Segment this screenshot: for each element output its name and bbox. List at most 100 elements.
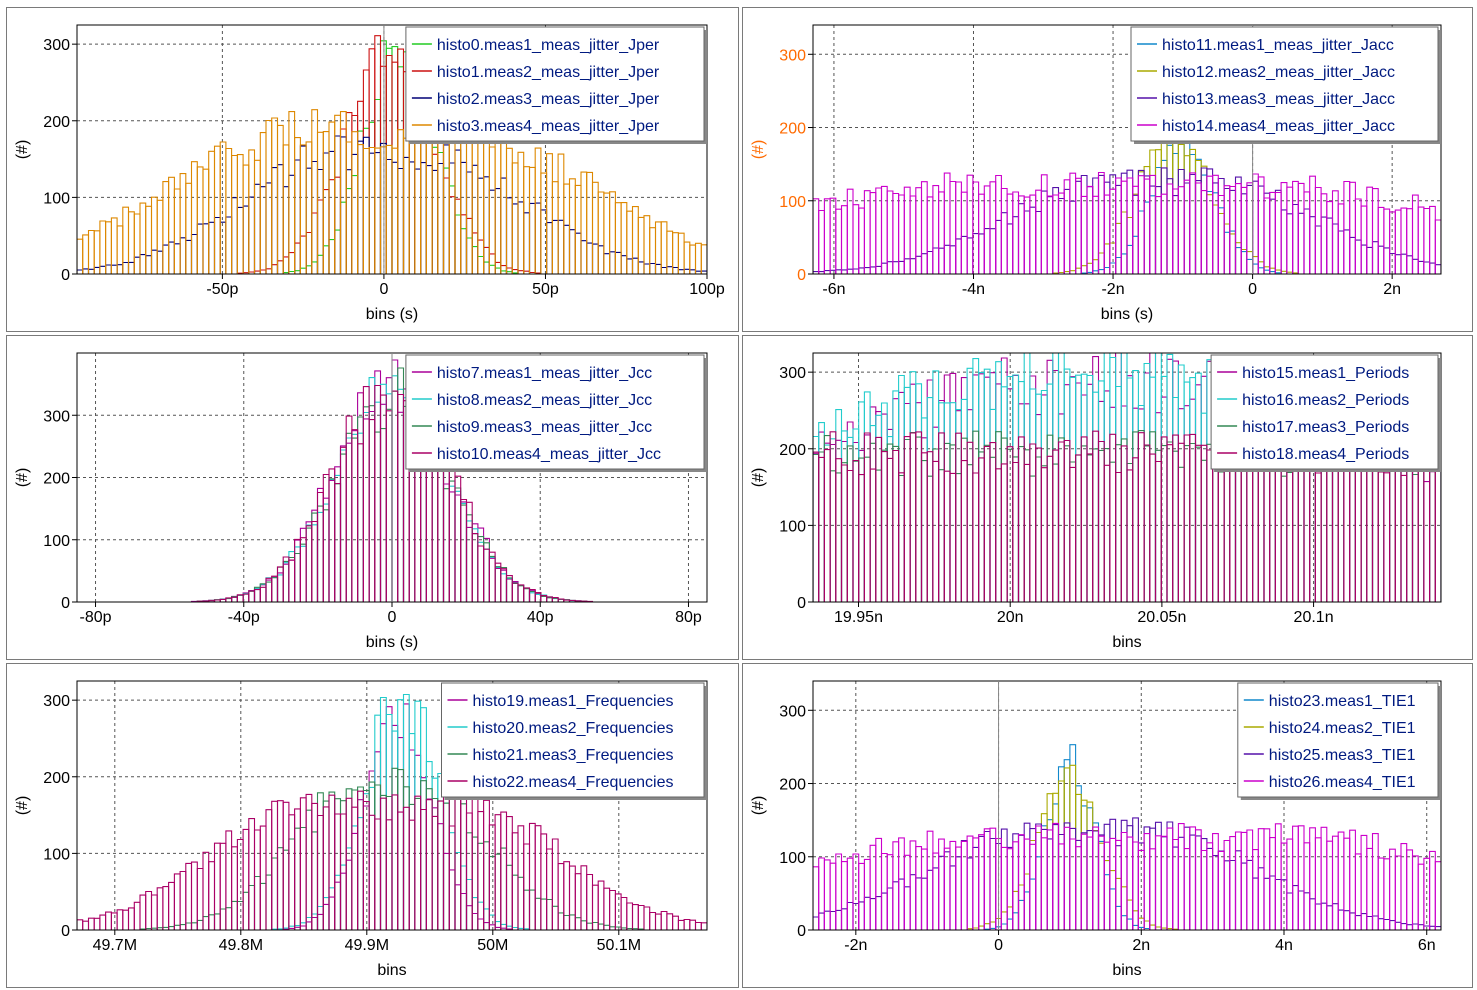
- histogram-bar: [1417, 206, 1425, 274]
- histogram-bar: [903, 854, 911, 930]
- histogram-bar: [248, 149, 256, 274]
- histogram-bar: [909, 840, 917, 930]
- histogram-bar: [471, 912, 479, 930]
- histogram-bar: [351, 825, 359, 930]
- histogram-bar: [265, 182, 273, 274]
- histogram-bar: [829, 443, 837, 602]
- histogram-bar: [208, 150, 216, 274]
- histogram-bar: [328, 479, 336, 602]
- histogram-bar: [1126, 462, 1134, 602]
- histogram-bar: [1120, 211, 1128, 274]
- histogram-bar: [259, 583, 267, 602]
- histogram-bar: [949, 472, 957, 602]
- histogram-bar: [1132, 407, 1139, 602]
- legend-box: [1237, 682, 1439, 798]
- histogram-bar: [955, 238, 962, 274]
- histogram-bar: [1194, 446, 1202, 602]
- histogram-bar: [637, 261, 645, 274]
- histogram-bar: [983, 445, 991, 602]
- histogram-bar: [1149, 376, 1157, 602]
- histogram-bar: [1132, 841, 1139, 930]
- histogram-bar: [1149, 174, 1157, 274]
- histogram-bar: [1354, 198, 1362, 274]
- histogram-bar: [368, 121, 376, 274]
- histogram-bar: [1269, 198, 1276, 274]
- histogram-bar: [414, 797, 422, 930]
- histogram-bar: [357, 100, 364, 274]
- histogram-bar: [110, 264, 118, 274]
- histogram-bar: [316, 491, 324, 602]
- histogram-bar: [397, 699, 405, 930]
- histogram-bar: [1126, 244, 1134, 274]
- histogram-bar: [829, 438, 837, 602]
- histogram-bar: [1097, 842, 1105, 930]
- histogram-bar: [1194, 829, 1202, 930]
- histogram-bar: [259, 132, 267, 274]
- histogram-bar: [202, 223, 210, 274]
- histogram-bar: [374, 98, 382, 274]
- histogram-bar: [1166, 133, 1174, 274]
- histogram-bar: [208, 221, 216, 274]
- histogram-bar: [305, 809, 313, 930]
- histogram-bar: [949, 444, 957, 602]
- histogram-bar: [1115, 905, 1122, 930]
- histogram-bar: [955, 408, 962, 602]
- histogram-bar: [465, 237, 473, 274]
- histogram-bar: [1172, 152, 1179, 274]
- histogram-bar: [328, 239, 336, 274]
- histogram-bar: [1303, 842, 1311, 930]
- histogram-bar: [1274, 191, 1282, 274]
- histogram-bar: [813, 451, 820, 602]
- histogram-bar: [391, 359, 399, 602]
- histogram-bar: [379, 403, 387, 602]
- histogram-bar: [654, 221, 662, 274]
- histogram-bar: [334, 813, 342, 930]
- histogram-bar: [1383, 472, 1391, 602]
- histogram-bar: [892, 841, 900, 930]
- histogram-bar: [1143, 445, 1151, 602]
- histogram-bar: [631, 206, 639, 274]
- histogram-bar: [813, 198, 820, 274]
- histogram-bar: [488, 551, 496, 602]
- x-axis-label: bins: [1112, 962, 1141, 979]
- histogram-bar: [276, 164, 284, 274]
- histogram-bar: [1326, 840, 1334, 930]
- histogram-bar: [920, 848, 928, 930]
- histogram-bar: [1314, 472, 1322, 602]
- histogram-bar: [932, 426, 940, 602]
- histogram-bar: [603, 924, 611, 930]
- histogram-bar: [483, 537, 490, 602]
- histogram-bar: [966, 464, 974, 602]
- histogram-bar: [282, 562, 290, 602]
- histogram-bar: [294, 808, 301, 930]
- histogram-bar: [517, 584, 525, 602]
- x-tick-label: 49.8M: [219, 937, 263, 954]
- chart-panel-tie: -2n 0 2n 4n 6n 0 100 200 300 bins (#) histo23.meas1…: [742, 663, 1473, 988]
- histogram-bar: [448, 825, 456, 930]
- histogram-bar: [1212, 174, 1219, 274]
- histogram-bar: [523, 212, 531, 274]
- histogram-bar: [1177, 836, 1185, 930]
- histogram-bar: [1052, 824, 1060, 930]
- histogram-bar: [1229, 185, 1237, 274]
- histogram-bar: [643, 215, 651, 274]
- histogram-bar: [402, 806, 410, 930]
- histogram-bar: [523, 166, 531, 274]
- histogram-bar: [408, 161, 416, 274]
- histogram-bar: [282, 186, 290, 274]
- histogram-bar: [603, 192, 611, 274]
- histogram-bar: [488, 146, 496, 274]
- histogram-bar: [276, 260, 284, 274]
- histogram-bar: [420, 808, 427, 930]
- histogram-bar: [391, 767, 399, 930]
- histogram-bar: [483, 548, 490, 602]
- y-tick-label: 300: [43, 693, 70, 710]
- histogram-bar: [1109, 356, 1117, 602]
- histogram-bar: [1223, 187, 1231, 274]
- histogram-bar: [448, 480, 456, 602]
- histogram-bar: [82, 920, 90, 930]
- histogram-bar: [960, 191, 968, 274]
- histogram-bar: [886, 436, 894, 602]
- histogram-bar: [1360, 834, 1368, 930]
- histogram-bar: [1052, 792, 1060, 930]
